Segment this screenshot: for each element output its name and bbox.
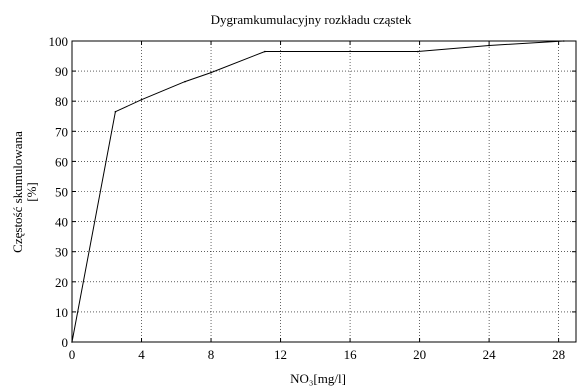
x-tick-label: 4 [138, 347, 145, 362]
x-tick-label: 28 [552, 347, 565, 362]
x-axis-label: NO₃[mg/l] [290, 371, 346, 386]
data-point [71, 341, 73, 343]
data-point [140, 98, 143, 101]
chart-title: Dygramkumulacyjny rozkładu cząstek [211, 12, 412, 27]
data-point [488, 44, 490, 47]
y-tick-label: 90 [55, 64, 68, 79]
data-point [563, 40, 565, 42]
y-tick-label: 10 [55, 305, 68, 320]
data-point [264, 50, 266, 53]
y-axis-label-line-2: [%] [24, 182, 39, 202]
y-axis-label-line-1: Częstość skumulowana [10, 131, 25, 253]
data-series [71, 40, 565, 343]
series-line [71, 40, 564, 343]
y-tick-label: 70 [55, 124, 68, 139]
x-tick-label: 16 [344, 347, 358, 362]
y-tick-label: 50 [55, 185, 68, 200]
data-point [417, 50, 419, 53]
y-tick-label: 40 [55, 215, 68, 230]
x-tick-label: 12 [274, 347, 287, 362]
y-tick-label: 20 [55, 275, 68, 290]
y-tick-label: 60 [55, 154, 68, 169]
data-point [184, 80, 186, 83]
grid-lines [72, 41, 576, 342]
x-tick-label: 24 [483, 347, 497, 362]
y-tick-label: 100 [49, 34, 69, 49]
y-axis-label: Częstość skumulowana [%] [10, 131, 39, 253]
axis-ticks: 0 4 8 12 16 20 24 28 0 10 20 30 40 50 60 70 80 90 100 [49, 34, 576, 362]
y-tick-label: 80 [55, 94, 68, 109]
data-point [210, 71, 212, 74]
x-tick-label: 8 [208, 347, 215, 362]
data-point [114, 110, 117, 113]
x-tick-label: 20 [413, 347, 426, 362]
y-tick-label: 30 [55, 245, 68, 260]
y-tick-label: 0 [62, 335, 69, 350]
x-tick-label: 0 [69, 347, 76, 362]
